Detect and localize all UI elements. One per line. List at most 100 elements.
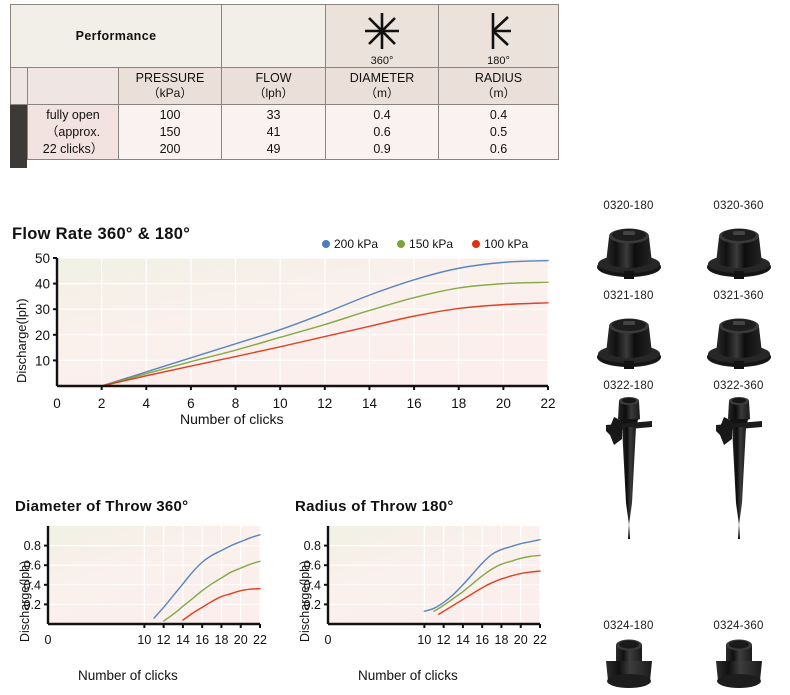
svg-text:22: 22 bbox=[533, 633, 547, 647]
product-code: 0320-180 bbox=[603, 200, 654, 212]
row-label-cell: fully open （approx. 22 clicks） bbox=[27, 104, 119, 160]
row-label-line-3: 22 clicks） bbox=[42, 141, 104, 156]
cell-diameter-3: 0.9 bbox=[373, 141, 391, 156]
header-pressure: PRESSURE （kPa） bbox=[117, 67, 223, 105]
legend-label-100kpa: 100 kPa bbox=[484, 237, 529, 251]
svg-text:18: 18 bbox=[215, 633, 229, 647]
svg-text:30: 30 bbox=[35, 302, 50, 317]
flow-rate-chart-title: Flow Rate 360° & 180° bbox=[12, 225, 191, 243]
svg-text:0: 0 bbox=[325, 633, 332, 647]
product-image-cap bbox=[576, 305, 681, 379]
product-item[interactable]: 0324-360 bbox=[686, 620, 790, 695]
svg-text:14: 14 bbox=[176, 633, 190, 647]
cell-diameter-2: 0.6 bbox=[373, 124, 391, 139]
svg-text:0.2: 0.2 bbox=[304, 598, 321, 612]
table-data-row: fully open （approx. 22 clicks） 100 150 2… bbox=[10, 104, 560, 160]
legend-dot-150kpa bbox=[397, 240, 406, 248]
product-item[interactable]: 0321-360 bbox=[686, 290, 790, 379]
diameter-plot: 0.2 0.4 0.6 0.8 0 10 12 14 16 18 20 22 bbox=[24, 526, 267, 647]
asterisk-360-icon bbox=[361, 11, 403, 54]
svg-text:6: 6 bbox=[187, 396, 195, 411]
svg-text:20: 20 bbox=[234, 633, 248, 647]
svg-text:0.6: 0.6 bbox=[304, 559, 321, 573]
cell-pressure-3: 200 bbox=[159, 141, 181, 156]
header-diameter-main: DIAMETER bbox=[349, 71, 415, 85]
product-image-cap bbox=[686, 215, 790, 289]
row-accent-bar bbox=[10, 104, 28, 160]
flow-rate-plot: 10 20 30 40 50 0 2 4 6 8 10 12 14 16 18 20 22 bbox=[35, 251, 556, 411]
svg-text:40: 40 bbox=[35, 277, 50, 292]
cell-radius-3: 0.6 bbox=[489, 141, 508, 156]
product-item[interactable]: 0321-180 bbox=[576, 290, 681, 379]
svg-text:0.2: 0.2 bbox=[24, 598, 41, 612]
product-item[interactable]: 0322-180 bbox=[576, 380, 681, 545]
header-radius-unit: （m） bbox=[481, 86, 516, 100]
diameter-of-throw-chart: Diameter of Throw 360° Discharge(lph) Nu… bbox=[0, 490, 290, 694]
cell-diameter: 0.4 0.6 0.9 bbox=[325, 104, 440, 160]
diameter-x-axis-label: Number of clicks bbox=[78, 668, 178, 683]
svg-text:8: 8 bbox=[232, 396, 240, 411]
legend-dot-100kpa bbox=[472, 240, 481, 248]
cell-flow: 33 41 49 bbox=[221, 104, 327, 160]
product-image-cap bbox=[576, 215, 681, 289]
svg-text:18: 18 bbox=[451, 396, 466, 411]
svg-text:20: 20 bbox=[514, 633, 528, 647]
radius-chart-title: Radius of Throw 180° bbox=[295, 498, 454, 515]
cell-diameter-1: 0.4 bbox=[373, 107, 391, 122]
header-blank bbox=[27, 67, 119, 105]
header-flow-unit: （lph） bbox=[253, 86, 294, 100]
product-item[interactable]: 0320-360 bbox=[686, 200, 790, 289]
svg-text:0.4: 0.4 bbox=[24, 578, 41, 592]
product-image-cap bbox=[686, 305, 790, 379]
svg-text:16: 16 bbox=[195, 633, 209, 647]
cell-flow-3: 49 bbox=[266, 141, 281, 156]
cell-flow-2: 41 bbox=[266, 124, 281, 139]
legend-item-100kpa: 100 kPa bbox=[472, 237, 528, 251]
product-image-nozzle bbox=[576, 635, 681, 695]
radius-plot: 0.2 0.4 0.6 0.8 0 10 12 14 16 18 20 22 bbox=[304, 526, 547, 647]
half-asterisk-180-icon bbox=[478, 11, 520, 54]
header-flow-main: FLOW bbox=[255, 71, 292, 85]
header-spacer-bar bbox=[10, 67, 28, 105]
flow-rate-x-axis-label: Number of clicks bbox=[180, 411, 284, 427]
cell-pressure-2: 150 bbox=[159, 124, 181, 139]
icon-180-label: 180° bbox=[487, 55, 510, 67]
legend-label-150kpa: 150 kPa bbox=[409, 237, 454, 251]
svg-text:2: 2 bbox=[98, 396, 106, 411]
svg-text:10: 10 bbox=[35, 353, 50, 368]
product-item[interactable]: 0320-180 bbox=[576, 200, 681, 289]
legend-item-150kpa: 150 kPa bbox=[397, 237, 453, 251]
svg-text:12: 12 bbox=[317, 396, 332, 411]
svg-text:10: 10 bbox=[137, 633, 151, 647]
svg-text:20: 20 bbox=[35, 328, 50, 343]
product-image-stake bbox=[576, 395, 681, 545]
performance-table: Performance bbox=[9, 4, 560, 160]
cell-radius-1: 0.4 bbox=[489, 107, 508, 122]
product-code: 0321-360 bbox=[713, 290, 764, 302]
product-code: 0322-180 bbox=[603, 380, 654, 392]
product-item[interactable]: 0324-180 bbox=[576, 620, 681, 695]
product-image-stake bbox=[686, 395, 790, 545]
svg-text:50: 50 bbox=[35, 251, 50, 266]
cell-pressure-1: 100 bbox=[159, 107, 181, 122]
table-title: Performance bbox=[9, 4, 223, 68]
svg-text:0.4: 0.4 bbox=[304, 578, 321, 592]
flow-rate-legend: 200 kPa 150 kPa 100 kPa bbox=[322, 237, 528, 251]
cell-radius-2: 0.5 bbox=[489, 124, 508, 139]
header-radius: RADIUS （m） bbox=[438, 67, 560, 105]
table-title-spacer bbox=[221, 4, 327, 68]
diameter-chart-title: Diameter of Throw 360° bbox=[15, 498, 189, 515]
legend-item-200kpa: 200 kPa bbox=[322, 237, 378, 251]
product-code: 0324-360 bbox=[713, 620, 764, 632]
product-gallery: 0320-180 0320-360 0321-180 bbox=[570, 200, 790, 690]
icon-360-label: 360° bbox=[370, 55, 394, 67]
svg-text:22: 22 bbox=[253, 633, 267, 647]
svg-text:0.8: 0.8 bbox=[24, 539, 41, 553]
performance-table-wrapper: Performance bbox=[9, 4, 560, 168]
svg-text:0: 0 bbox=[53, 396, 61, 411]
header-pressure-main: PRESSURE bbox=[135, 71, 205, 85]
table-title-row: Performance bbox=[9, 4, 560, 68]
product-item[interactable]: 0322-360 bbox=[686, 380, 790, 545]
cell-flow-1: 33 bbox=[266, 107, 281, 122]
